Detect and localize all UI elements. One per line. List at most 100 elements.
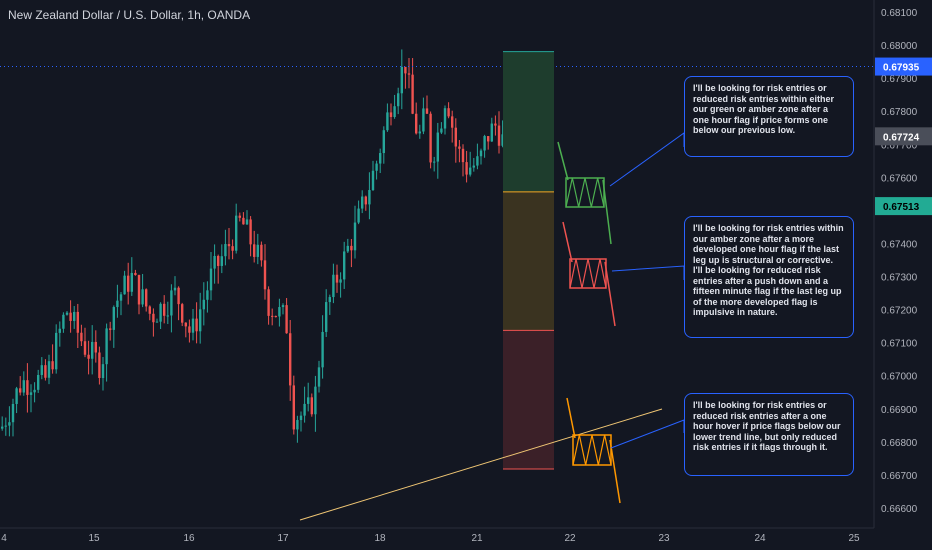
candle [465,150,468,183]
note-1-text: I'll be looking for risk entries or redu… [693,83,835,135]
candle [238,212,241,222]
flag-orange-zigzag [572,434,612,466]
candle [184,322,187,338]
candle [116,284,119,318]
y-tick-label: 0.67400 [881,239,918,250]
candle [55,324,58,374]
candle [299,411,303,432]
candle [260,241,263,267]
candle [501,120,504,148]
candle [436,122,439,179]
y-tick-label: 0.66800 [881,438,918,449]
y-tick-label: 0.66600 [881,504,918,515]
candle [242,212,245,225]
candle [206,281,209,313]
candle [256,233,259,265]
candle [274,315,277,318]
candle [29,384,33,413]
candle [249,216,252,257]
time-axis [0,528,932,550]
candle [181,302,184,327]
price-tag-2 [875,197,932,216]
candle [443,105,447,135]
zone-2 [503,330,554,469]
candle [109,321,112,341]
candle [69,300,72,333]
candle [472,157,475,172]
candle [386,103,389,132]
price-tag-label-0: 0.67935 [883,63,920,74]
candle [1,416,4,431]
candle [152,308,155,337]
y-tick-label: 0.67300 [881,273,918,284]
x-tick-label: 15 [88,533,100,544]
candle [245,210,249,225]
x-tick-label: 17 [277,533,289,544]
flag-amber-zigzag [569,258,607,289]
candle [271,308,274,326]
price-tag-1 [875,127,932,146]
candle [303,386,306,423]
candle [235,203,238,254]
flag-orange-in [566,397,576,439]
note-2: I'll be looking for risk entries within … [684,216,854,338]
candle [137,274,141,315]
flag-green-in [557,141,569,181]
y-tick-label: 0.67200 [881,306,918,317]
candle [422,97,425,135]
candle [80,324,83,347]
x-tick-label: 21 [471,533,483,544]
x-tick-label: 24 [754,533,766,544]
candle [325,289,328,337]
y-tick-label: 0.66700 [881,471,918,482]
candle [188,319,191,343]
candle [263,244,267,300]
candle [145,288,148,312]
y-tick-label: 0.67600 [881,173,918,184]
chart-title: New Zealand Dollar / U.S. Dollar, 1h, OA… [8,8,251,22]
y-tick-label: 0.67800 [881,107,918,118]
candle [379,148,382,174]
note-3: I'll be looking for risk entries or redu… [684,393,854,476]
candle [433,156,436,172]
candle [123,270,126,295]
candle [364,195,367,211]
candle [19,376,22,396]
candle [389,103,393,126]
candle [285,298,288,334]
callout-2 [611,265,685,280]
candle [83,327,87,358]
candle [281,303,285,315]
candle [76,303,79,348]
y-tick-label: 0.67700 [881,140,918,151]
candle [476,143,479,170]
candle [487,136,490,150]
candle [317,360,321,393]
zone-1 [503,191,554,331]
callout-3 [610,419,685,449]
note-2-text: I'll be looking for risk entries within … [693,223,844,317]
candle [400,49,403,110]
note-1: I'll be looking for risk entries or redu… [684,76,854,157]
candle [94,330,97,363]
candle [483,134,486,158]
candle [91,325,94,375]
candle [321,315,324,379]
candle [310,393,313,417]
candle [451,110,454,143]
candle [343,241,346,289]
y-tick-label: 0.68100 [881,8,918,19]
candle [62,312,65,333]
candle [65,311,69,316]
candle [375,160,378,180]
candle [134,269,137,276]
candle [202,282,205,326]
candle [415,102,418,135]
candle [382,126,385,164]
candle [195,302,198,344]
y-tick-label: 0.67900 [881,74,918,85]
candle [440,122,443,135]
y-tick-label: 0.67100 [881,339,918,350]
price-tag-label-1: 0.67724 [883,132,920,143]
